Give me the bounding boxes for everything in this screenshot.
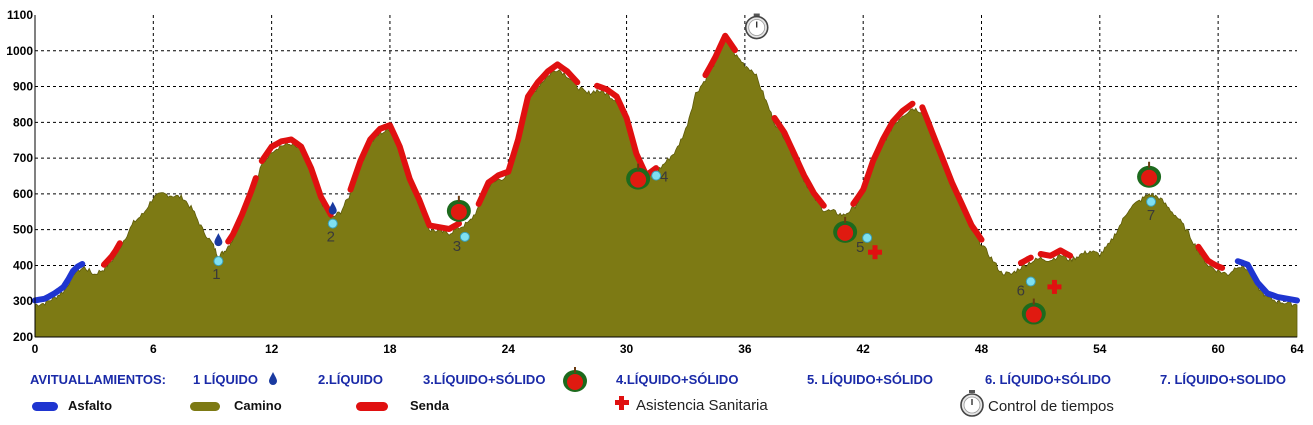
- x-tick-label: 18: [383, 342, 397, 356]
- y-tick-label: 500: [13, 223, 33, 237]
- x-tick-label: 6: [150, 342, 157, 356]
- apple-stem: [637, 163, 640, 170]
- drop-icon: [328, 201, 337, 215]
- senda-segment: [919, 104, 985, 243]
- station-number: 4: [660, 169, 668, 186]
- apple-body: [630, 171, 647, 188]
- stopwatch-crown: [753, 13, 760, 17]
- x-tick-label: 24: [502, 342, 516, 356]
- y-tick-label: 800: [13, 115, 33, 129]
- terrain-profile: [34, 36, 1298, 338]
- senda-segment: [850, 100, 916, 207]
- senda-segment: [771, 115, 827, 209]
- station-number: 5: [856, 239, 864, 256]
- legend-asistencia: Asistencia Sanitaria: [636, 397, 768, 414]
- x-tick-label: 48: [975, 342, 989, 356]
- senda-segment: [475, 61, 581, 207]
- station-number: 6: [1017, 283, 1025, 300]
- legend-control: Control de tiempos: [988, 398, 1114, 415]
- y-tick-label: 600: [13, 187, 33, 201]
- y-tick-label: 200: [13, 330, 33, 344]
- medical-cross-icon: [1047, 284, 1062, 290]
- y-tick-label: 1000: [6, 44, 33, 58]
- station-marker: [213, 256, 224, 267]
- asfalto-segment: [1234, 258, 1300, 304]
- asfalto-swatch: [32, 402, 58, 411]
- apple-body: [1141, 169, 1158, 186]
- senda-segment: [347, 122, 462, 232]
- apple-stem: [1032, 298, 1035, 305]
- legend-station-7: 7. LÍQUIDO+SOLIDO: [1160, 372, 1287, 387]
- medical-cross-icon: [868, 249, 883, 255]
- legend-station-3: 3.LÍQUIDO+SÓLIDO: [423, 372, 546, 387]
- legend-camino: Camino: [234, 398, 282, 413]
- apple-icon: [1021, 298, 1046, 325]
- senda-swatch: [356, 402, 388, 411]
- apple-stem: [844, 216, 847, 223]
- x-tick-label: 60: [1211, 342, 1225, 356]
- station-number: 2: [327, 229, 335, 246]
- station-marker: [1025, 276, 1036, 287]
- y-tick-label: 1100: [7, 8, 33, 22]
- legend-surfaces: Asfalto Camino Senda Asistencia Sanitari…: [0, 390, 1313, 419]
- senda-segment: [1037, 247, 1074, 259]
- senda-segment: [1017, 254, 1034, 266]
- station-marker: [651, 170, 662, 181]
- markers: 1 2 3 4 5 6 7: [212, 13, 1162, 325]
- senda-segment: [101, 240, 123, 268]
- apple-stem: [457, 195, 460, 202]
- drop-icon: [214, 233, 223, 247]
- medical-cross-icon: [615, 396, 629, 410]
- legend-station-5: 5. LÍQUIDO+SÓLIDO: [807, 372, 934, 387]
- legend-station-1: 1 LÍQUIDO: [193, 372, 259, 387]
- camino-swatch: [190, 402, 220, 411]
- senda-segment: [225, 175, 259, 245]
- apple-body: [1025, 306, 1042, 323]
- apple-icon: [833, 216, 858, 243]
- axes: 0 6 12 18 24 30 36 42 48 54 60 64200300400500600700…: [6, 8, 1304, 356]
- y-tick-label: 900: [13, 80, 33, 94]
- y-tick-label: 700: [13, 151, 33, 165]
- x-tick-label: 54: [1093, 342, 1107, 356]
- apple-icon: [563, 367, 587, 392]
- drop-icon: [269, 372, 277, 385]
- station-number: 3: [453, 238, 461, 255]
- apple-icon: [446, 195, 471, 222]
- terrain-area: [34, 36, 1298, 338]
- surface-segments: [32, 32, 1300, 304]
- elevation-profile-chart: 0 6 12 18 24 30 36 42 48 54 60 64200300400500600700…: [6, 8, 1304, 356]
- station-marker: [459, 231, 470, 242]
- legend-station-4: 4.LÍQUIDO+SÓLIDO: [616, 372, 739, 387]
- y-tick-label: 300: [13, 294, 33, 308]
- senda-segment: [1195, 243, 1226, 271]
- senda-segment: [258, 136, 334, 218]
- legend-station-2: 2.LÍQUIDO: [318, 372, 384, 387]
- station-number: 7: [1147, 207, 1155, 224]
- stopwatch-icon: [744, 13, 769, 40]
- x-tick-label: 42: [857, 342, 871, 356]
- stopwatch-icon: [960, 390, 984, 417]
- x-tick-label: 30: [620, 342, 634, 356]
- apple-body: [450, 203, 467, 220]
- asfalto-segment: [32, 261, 86, 304]
- legend-aid-stations: AVITUALLAMIENTOS: 1 LÍQUIDO 2.LÍQUIDO 3.…: [0, 367, 1313, 392]
- senda-segment: [702, 32, 738, 79]
- station-marker: [327, 218, 338, 229]
- apple-icon: [626, 163, 651, 190]
- apple-icon: [1137, 161, 1162, 188]
- apple-stem: [1148, 161, 1151, 168]
- station-marker: [862, 232, 873, 243]
- x-tick-label: 64: [1290, 342, 1304, 356]
- station-number: 1: [212, 266, 220, 283]
- legend-asfalto: Asfalto: [68, 398, 113, 413]
- legend-senda: Senda: [410, 398, 450, 413]
- legend-aid-title: AVITUALLAMIENTOS:: [30, 372, 167, 387]
- x-tick-label: 12: [265, 342, 279, 356]
- apple-body: [837, 224, 854, 241]
- y-tick-label: 400: [13, 258, 33, 272]
- x-tick-label: 36: [738, 342, 752, 356]
- legend-station-6: 6. LÍQUIDO+SÓLIDO: [985, 372, 1112, 387]
- x-tick-label: 0: [32, 342, 39, 356]
- station-marker: [1146, 196, 1157, 207]
